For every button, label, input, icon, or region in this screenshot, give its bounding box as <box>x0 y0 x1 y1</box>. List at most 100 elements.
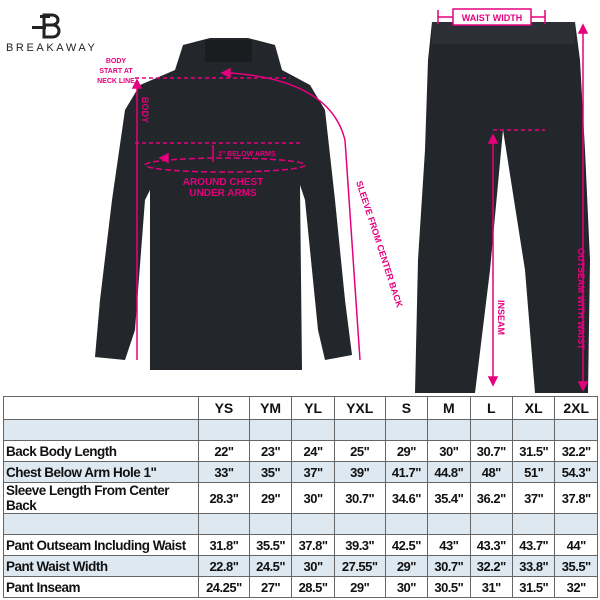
row-label: Pant Outseam Including Waist <box>3 534 199 556</box>
table-row: Pant Outseam Including Waist 31.8" 35.5" 37… <box>3 534 598 556</box>
size-value-cell: 23" <box>248 440 293 462</box>
row-label: Pant Inseam <box>3 576 199 598</box>
size-value-cell: 28.3" <box>198 482 250 514</box>
pants-image <box>415 22 590 393</box>
spacer-row <box>3 419 598 441</box>
size-value-cell: 29" <box>333 576 386 598</box>
row-label: Sleeve Length From Center Back <box>3 482 199 514</box>
spacer-cell <box>384 513 429 535</box>
around-chest-label-2: UNDER ARMS <box>189 188 257 199</box>
spacer-cell <box>469 513 514 535</box>
body-start-label-3: NECK LINE <box>97 78 135 85</box>
spacer-cell <box>384 419 429 441</box>
size-value-cell: 33.8" <box>512 555 556 577</box>
row-label: Chest Below Arm Hole 1" <box>3 461 199 483</box>
size-value-cell: 35.5" <box>248 534 293 556</box>
inseam-label: INSEAM <box>496 300 506 335</box>
size-value-cell: 43.3" <box>469 534 514 556</box>
breakaway-logo <box>32 13 61 39</box>
size-value-cell: 34.6" <box>384 482 429 514</box>
size-value-cell: 37.8" <box>554 482 598 514</box>
size-value-cell: 30.7" <box>427 555 471 577</box>
size-value-cell: 36.2" <box>469 482 514 514</box>
size-value-cell: 25" <box>333 440 386 462</box>
size-value-cell: 22" <box>198 440 250 462</box>
size-header: L <box>469 396 514 420</box>
table-row: Back Body Length 22" 23" 24" 25" 29" 30" 30.7" 3… <box>3 440 598 462</box>
size-value-cell: 31" <box>469 576 514 598</box>
spacer-cell <box>427 513 471 535</box>
spacer-cell <box>512 419 556 441</box>
spacer-cell <box>291 513 335 535</box>
size-value-cell: 30.7" <box>469 440 514 462</box>
size-value-cell: 31.8" <box>198 534 250 556</box>
size-header: YS <box>198 396 250 420</box>
size-value-cell: 35" <box>248 461 293 483</box>
spacer-cell <box>291 419 335 441</box>
size-value-cell: 30" <box>427 440 471 462</box>
spacer-cell <box>469 419 514 441</box>
size-value-cell: 31.5" <box>512 576 556 598</box>
header-blank <box>3 396 199 420</box>
body-label: BODY <box>140 97 150 123</box>
size-header: 2XL <box>554 396 598 420</box>
spacer-cell <box>554 513 598 535</box>
spacer-cell <box>554 419 598 441</box>
around-chest-label-1: AROUND CHEST <box>183 177 264 188</box>
size-header: S <box>384 396 429 420</box>
size-value-cell: 28.5" <box>291 576 335 598</box>
spacer-cell <box>333 419 386 441</box>
below-arms-label: 1" BELOW ARMS <box>218 151 276 158</box>
size-value-cell: 43.7" <box>512 534 556 556</box>
size-chart-table: YS YM YL YXL S M L XL 2XL Back Body Length 22" 23"… <box>3 396 598 598</box>
row-label: Back Body Length <box>3 440 199 462</box>
table-row: Sleeve Length From Center Back 28.3" 29" 30… <box>3 482 598 514</box>
size-value-cell: 27" <box>248 576 293 598</box>
size-header: XL <box>512 396 556 420</box>
size-value-cell: 29" <box>384 555 429 577</box>
size-value-cell: 37" <box>512 482 556 514</box>
spacer-cell <box>427 419 471 441</box>
size-value-cell: 29" <box>384 440 429 462</box>
jacket-image <box>95 38 352 370</box>
body-start-label-1: BODY <box>106 58 127 65</box>
size-header: YL <box>291 396 335 420</box>
size-header-row: YS YM YL YXL S M L XL 2XL <box>3 396 598 420</box>
size-value-cell: 54.3" <box>554 461 598 483</box>
table-row: Pant Waist Width 22.8" 24.5" 30" 27.55" 29" 30… <box>3 555 598 577</box>
spacer-cell <box>248 513 293 535</box>
spacer-cell <box>3 419 199 441</box>
size-value-cell: 37" <box>291 461 335 483</box>
size-value-cell: 22.8" <box>198 555 250 577</box>
size-value-cell: 30" <box>291 555 335 577</box>
size-value-cell: 44.8" <box>427 461 471 483</box>
size-value-cell: 29" <box>248 482 293 514</box>
body-start-label-2: START AT <box>99 68 133 75</box>
size-header: YM <box>248 396 293 420</box>
size-value-cell: 31.5" <box>512 440 556 462</box>
size-value-cell: 37.8" <box>291 534 335 556</box>
spacer-cell <box>198 513 250 535</box>
garment-illustration: WAIST WIDTH BODY START AT NECK LINE BODY… <box>32 8 590 393</box>
brand-name: BREAKAWAY <box>6 42 98 54</box>
size-header: YXL <box>333 396 386 420</box>
size-value-cell: 32.2" <box>554 440 598 462</box>
size-value-cell: 44" <box>554 534 598 556</box>
row-label: Pant Waist Width <box>3 555 199 577</box>
size-value-cell: 24" <box>291 440 335 462</box>
size-value-cell: 39" <box>333 461 386 483</box>
spacer-cell <box>198 419 250 441</box>
table-row: Pant Inseam 24.25" 27" 28.5" 29" 30" 30.5" 31" 3… <box>3 576 598 598</box>
size-value-cell: 35.4" <box>427 482 471 514</box>
outseam-label: OUTSEAM WITH WAIST <box>576 248 586 350</box>
size-value-cell: 30" <box>291 482 335 514</box>
size-value-cell: 24.25" <box>198 576 250 598</box>
size-value-cell: 39.3" <box>333 534 386 556</box>
sleeve-label: SLEEVE FROM CENTER BACK <box>354 180 405 310</box>
size-value-cell: 27.55" <box>333 555 386 577</box>
spacer-cell <box>248 419 293 441</box>
size-value-cell: 43" <box>427 534 471 556</box>
measurement-annotations <box>131 10 589 392</box>
size-value-cell: 32" <box>554 576 598 598</box>
size-value-cell: 33" <box>198 461 250 483</box>
